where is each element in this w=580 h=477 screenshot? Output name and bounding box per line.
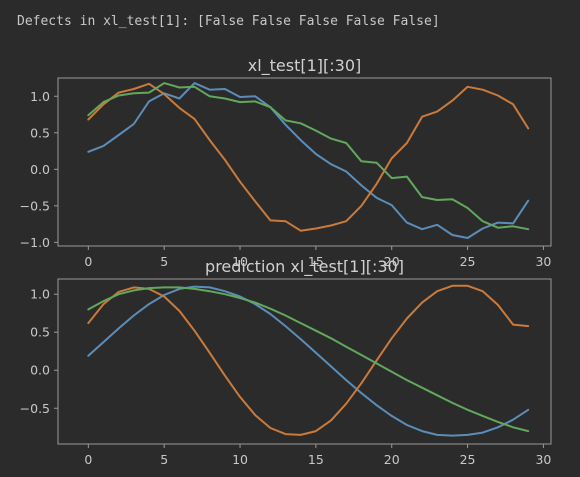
x-tick-label: 30 [535,452,551,467]
x-tick-label: 10 [232,452,248,467]
series-line-2 [87,284,530,436]
series-line-1 [87,285,530,437]
subplot-1: 0 5 10 15 20 25 30 −1.0 −0.5 0.0 0.5 1.0 xl_test[1][… [20,56,552,269]
x-tick-label: 15 [308,452,324,467]
x-tick-label: 0 [84,254,92,269]
plot-frame [57,77,552,247]
x-tick-label: 5 [160,452,168,467]
x-tick-label: 30 [535,254,551,269]
y-tick-label: 1.0 [30,89,50,104]
series-line-2 [87,82,530,232]
y-tick-label: −0.5 [20,198,50,213]
cell-output-text: Defects in xl_test[1]: [False False Fals… [17,14,440,29]
y-tick-label: 0.5 [30,325,50,340]
plot-frame [57,278,552,445]
chart-title: xl_test[1][:30] [248,56,362,76]
subplot-2: 0 5 10 15 20 25 30 −0.5 0.0 0.5 1.0 prediction xl_t… [20,257,552,467]
y-tick-label: 0.0 [30,162,50,177]
y-tick-label: −1.0 [20,235,50,250]
y-tick-label: 0.5 [30,125,50,140]
x-tick-label: 5 [160,254,168,269]
series-line-1 [87,82,530,239]
x-tick-label: 10 [232,254,248,269]
x-tick-label: 20 [384,254,400,269]
x-tick-label: 15 [308,254,324,269]
chart-title: prediction xl_test[1][:30] [205,257,404,277]
x-tick-label: 0 [84,452,92,467]
x-tick-label: 25 [460,254,476,269]
series-line-3 [87,82,530,231]
series-line-3 [87,286,530,433]
x-tick-label: 20 [384,452,400,467]
x-tick-label: 25 [460,452,476,467]
y-tick-label: −0.5 [20,401,50,416]
y-tick-label: 1.0 [30,287,50,302]
y-tick-label: 0.0 [30,363,50,378]
